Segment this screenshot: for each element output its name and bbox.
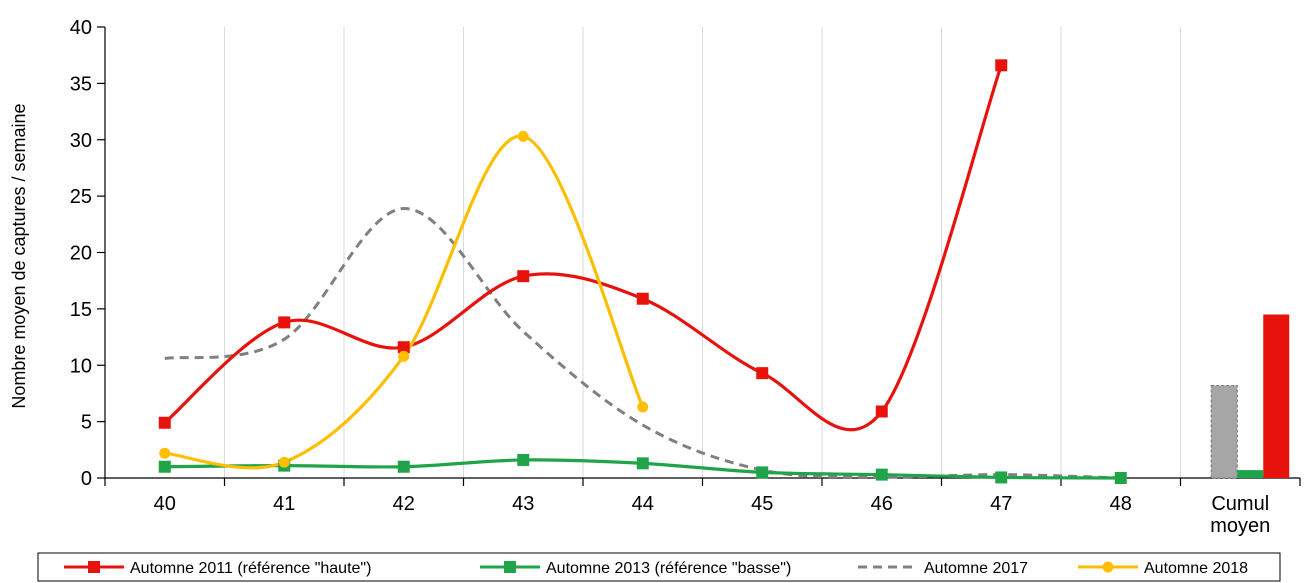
legend-marker [1102,561,1114,573]
data-point-automne-2018 [278,456,290,468]
cumul-bar-automne-2011-r-f-rence-haute [1263,314,1290,478]
x-tick-label: 42 [393,493,415,515]
data-point-automne-2013-r-f-rence-basse [756,466,769,479]
data-point-automne-2018 [398,350,410,362]
data-point-automne-2013-r-f-rence-basse [636,457,649,470]
series-line-automne-2018 [164,134,645,470]
y-tick-label: 30 [70,130,92,152]
data-point-automne-2011-r-f-rence-haute [995,59,1008,72]
data-point-automne-2011-r-f-rence-haute [158,416,171,429]
x-tick-label: 47 [990,493,1012,515]
y-tick-label: 25 [70,186,92,208]
data-point-automne-2018 [159,447,171,459]
legend-marker [504,561,516,573]
legend-label-automne-2018: Automne 2018 [1144,560,1248,577]
data-point-automne-2011-r-f-rence-haute [875,405,888,418]
y-tick-label: 5 [81,412,92,434]
x-tick-label: 46 [871,493,893,515]
y-tick-label: 20 [70,243,92,265]
series-lines [163,64,1121,480]
data-point-automne-2018 [637,401,649,413]
data-point-automne-2013-r-f-rence-basse [397,460,410,473]
legend-marker [88,561,100,573]
cumul-bar-automne-2017 [1210,384,1238,479]
data-point-automne-2013-r-f-rence-basse [995,471,1008,484]
legend: Automne 2011 (référence "haute") Automne … [37,552,1281,582]
data-point-automne-2011-r-f-rence-haute [636,292,649,305]
axes [97,26,1301,486]
data-point-automne-2013-r-f-rence-basse [158,460,171,473]
x-tick-label: Cumul moyen [1210,493,1270,537]
legend-label-automne-2013-r-f-rence-basse: Automne 2013 (référence "basse") [546,560,791,577]
x-tick-label: 45 [751,493,773,515]
x-tick-label: 43 [512,493,534,515]
y-tick-label: 40 [70,17,92,39]
y-tick-label: 35 [70,73,92,95]
y-tick-label: 0 [81,468,92,490]
legend-label-automne-2017: Automne 2017 [924,560,1028,577]
cumul-bars [1210,314,1290,479]
data-point-automne-2011-r-f-rence-haute [278,316,291,329]
series-line-automne-2017 [164,207,1121,480]
x-tick-label: 40 [154,493,176,515]
grid-lines [224,27,1181,478]
data-point-automne-2013-r-f-rence-basse [517,453,530,466]
data-point-automne-2018 [517,130,529,142]
x-tick-label: 41 [273,493,295,515]
legend-label-automne-2011-r-f-rence-haute: Automne 2011 (référence "haute") [130,560,371,577]
x-tick-labels: 40 41 42 43 44 45 46 47 48 Cumul moyen [154,493,1271,537]
y-tick-labels: 0 5 10 15 20 25 30 35 40 [70,17,92,490]
data-point-automne-2011-r-f-rence-haute [397,341,410,354]
y-tick-label: 10 [70,355,92,377]
data-point-automne-2013-r-f-rence-basse [875,468,888,481]
x-tick-label: 48 [1110,493,1132,515]
cumul-bar-automne-2013-r-f-rence-basse [1237,470,1264,478]
y-axis-label: Nombre moyen de captures / semaine [9,103,29,408]
y-tick-label: 15 [70,299,92,321]
data-point-automne-2011-r-f-rence-haute [756,367,769,380]
data-point-automne-2013-r-f-rence-basse [1114,472,1127,484]
data-point-automne-2011-r-f-rence-haute [517,270,530,283]
legend-box [37,552,1281,582]
series-markers [158,59,1127,484]
x-tick-label: 44 [632,493,654,515]
series-line-automne-2011-r-f-rence-haute [163,64,1003,432]
